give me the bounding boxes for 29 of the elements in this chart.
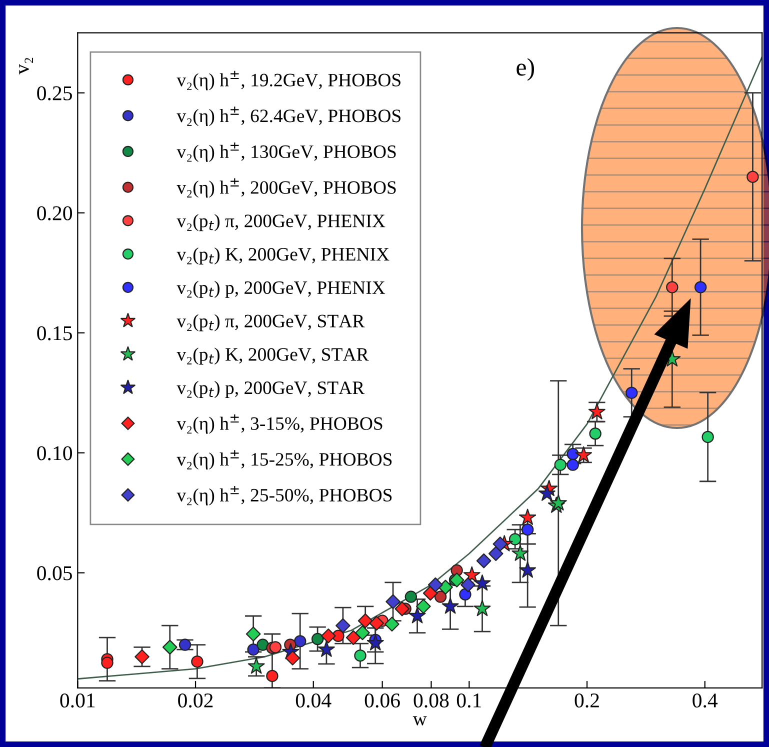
legend-label: v₂(η) h$^{±}$, 130GeV, PHOBOS — [176, 142, 396, 162]
x-tick-label: 0.1 — [456, 693, 481, 708]
y-tick-label: 0.15 — [37, 326, 72, 340]
legend-label: v₂(η) h$^{±}$, 200GeV, PHOBOS — [176, 178, 396, 198]
x-tick-label: 0.02 — [178, 693, 213, 708]
x-axis-title: w — [412, 716, 427, 726]
legend-label: v₂(η) h$^{±}$, 15-25%, PHOBOS — [176, 450, 392, 470]
legend-label: v₂(p$_{t}$) p, 200GeV, PHENIX — [176, 280, 386, 298]
y-tick-label: 0.10 — [37, 446, 72, 460]
x-tick-label: 0.08 — [414, 693, 449, 708]
legend-label: v₂(η) h$^{±}$, 19.2GeV, PHOBOS — [176, 70, 400, 90]
x-tick-label: 0.01 — [60, 693, 95, 708]
legend-label: v₂(p$_{t}$) π, 200GeV, STAR — [176, 314, 365, 332]
annotation: e) — [516, 58, 534, 81]
legend-label: v₂(η) h$^{±}$, 62.4GeV, PHOBOS — [176, 106, 400, 126]
legend-label: v₂(η) h$^{±}$, 3-15%, PHOBOS — [176, 414, 382, 434]
y-axis-title: v₂ — [19, 58, 33, 74]
x-tick-label: 0.2 — [574, 693, 599, 708]
y-tick-label: 0.20 — [37, 206, 72, 220]
legend-label: v₂(p$_{t}$) K, 200GeV, STAR — [176, 348, 369, 365]
x-tick-label: 0.06 — [364, 693, 400, 708]
legend-label: v₂(p$_{t}$) π, 200GeV, PHENIX — [176, 214, 386, 232]
legend-label: v₂(η) h$^{±}$, 25-50%, PHOBOS — [176, 486, 392, 506]
x-tick-label: 0.4 — [692, 693, 718, 708]
y-tick-label: 0.05 — [37, 566, 72, 580]
legend-label: v₂(p$_{t}$) p, 200GeV, STAR — [176, 380, 365, 398]
legend-label: v₂(p$_{t}$) K, 200GeV, PHENIX — [176, 247, 390, 264]
y-tick-label: 0.25 — [37, 86, 72, 100]
x-tick-label: 0.04 — [296, 693, 332, 708]
